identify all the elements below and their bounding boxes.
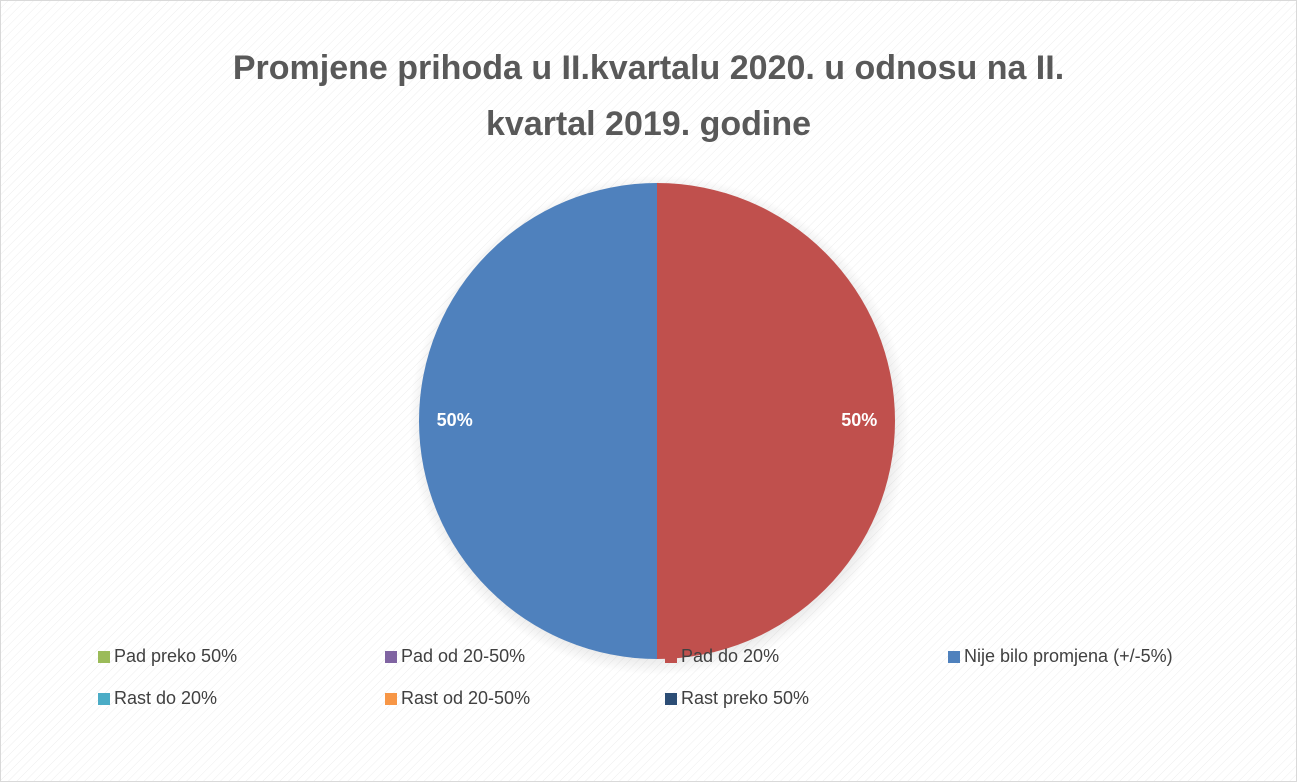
legend-swatch bbox=[98, 693, 110, 705]
pie-slice bbox=[419, 183, 657, 659]
legend-swatch bbox=[665, 651, 677, 663]
legend-label: Nije bilo promjena (+/-5%) bbox=[964, 646, 1173, 666]
legend-label: Rast od 20-50% bbox=[401, 688, 530, 708]
legend-label: Rast preko 50% bbox=[681, 688, 809, 708]
legend-label: Pad preko 50% bbox=[114, 646, 237, 666]
legend-swatch bbox=[385, 651, 397, 663]
legend-swatch bbox=[385, 693, 397, 705]
legend-swatch bbox=[948, 651, 960, 663]
chart-title: Promjene prihoda u II.kvartalu 2020. u o… bbox=[232, 49, 1065, 143]
legend-swatch bbox=[98, 651, 110, 663]
legend-label: Pad od 20-50% bbox=[401, 646, 525, 666]
data-label: 50% bbox=[437, 410, 473, 430]
data-label: 50% bbox=[841, 410, 877, 430]
legend-swatch bbox=[665, 693, 677, 705]
pie-slice bbox=[657, 183, 895, 659]
legend-label: Pad do 20% bbox=[681, 646, 779, 666]
legend-label: Rast do 20% bbox=[114, 688, 217, 708]
